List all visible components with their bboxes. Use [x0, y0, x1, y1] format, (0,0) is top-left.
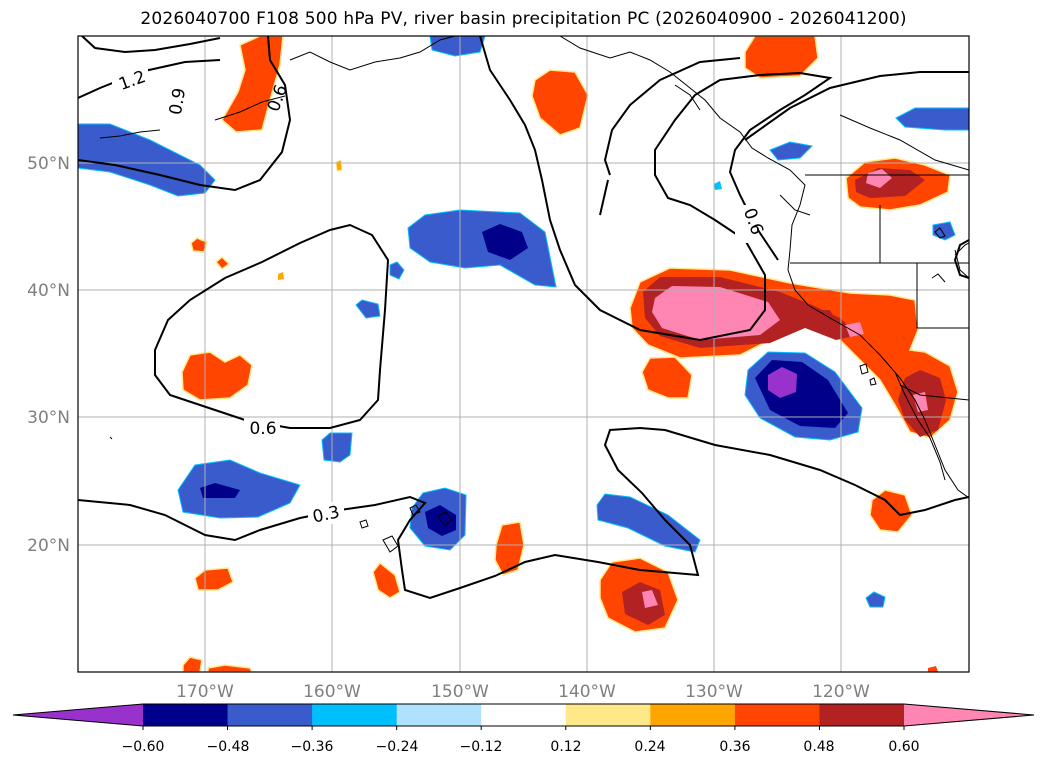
lon-label-120w: 120°W	[812, 682, 870, 702]
colorbar-segment	[819, 704, 905, 726]
colorbar-tick-label: −0.48	[207, 739, 250, 755]
lat-label-20n: 20°N	[27, 536, 70, 556]
graticule	[78, 36, 969, 672]
lon-label-130w: 130°W	[685, 682, 743, 702]
colorbar-extend-min	[13, 704, 143, 726]
lon-label-150w: 150°W	[431, 682, 489, 702]
lon-label-140w: 140°W	[558, 682, 616, 702]
colorbar-segment	[227, 704, 313, 726]
map-plot-area: 1.2 0.9 0.6 0.6 0.6 0.3	[78, 36, 969, 672]
map-title: 2026040700 F108 500 hPa PV, river basin …	[140, 9, 907, 29]
colorbar-extend-max	[904, 704, 1034, 726]
colorbar-tick-label: 0.60	[888, 739, 919, 755]
precip-shading	[78, 36, 969, 672]
colorbar-tick-label: −0.24	[376, 739, 419, 755]
map-frame	[77, 35, 970, 673]
contour-label-0-9: 0.9	[166, 86, 190, 116]
contour-label-0-6-central: 0.6	[249, 419, 276, 439]
contour-labels: 1.2 0.9 0.6 0.6 0.6 0.3	[112, 67, 767, 528]
latitude-labels: 50°N 40°N 30°N 20°N	[27, 154, 70, 556]
colorbar-tick-label: −0.36	[291, 739, 334, 755]
colorbar	[12, 703, 1035, 730]
colorbar-tick-label: 0.12	[550, 739, 581, 755]
colorbar-tick-labels: −0.60 −0.48 −0.36 −0.24 −0.12 0.12 0.24 …	[122, 739, 920, 755]
lon-label-160w: 160°W	[303, 682, 361, 702]
colorbar-tick-label: 0.24	[634, 739, 665, 755]
colorbar-tick-label: 0.48	[803, 739, 834, 755]
lon-label-170w: 170°W	[176, 682, 234, 702]
colorbar-segment	[396, 704, 482, 726]
lat-label-50n: 50°N	[27, 154, 70, 174]
colorbar-segment	[565, 704, 651, 726]
colorbar-segment	[650, 704, 736, 726]
positive-anomaly-areas	[181, 36, 959, 672]
colorbar-tick-label: 0.36	[719, 739, 750, 755]
coastlines	[99, 36, 969, 499]
colorbar-segment	[481, 704, 567, 726]
lat-label-40n: 40°N	[27, 281, 70, 301]
longitude-labels: 170°W 160°W 150°W 140°W 130°W 120°W	[176, 682, 870, 702]
islands	[109, 227, 946, 553]
colorbar-tick-label: −0.60	[122, 739, 165, 755]
colorbar-tick-label: −0.12	[460, 739, 503, 755]
colorbar-segment	[734, 704, 820, 726]
colorbar-segment	[312, 704, 398, 726]
colorbar-segment	[143, 704, 229, 726]
lat-label-30n: 30°N	[27, 408, 70, 428]
